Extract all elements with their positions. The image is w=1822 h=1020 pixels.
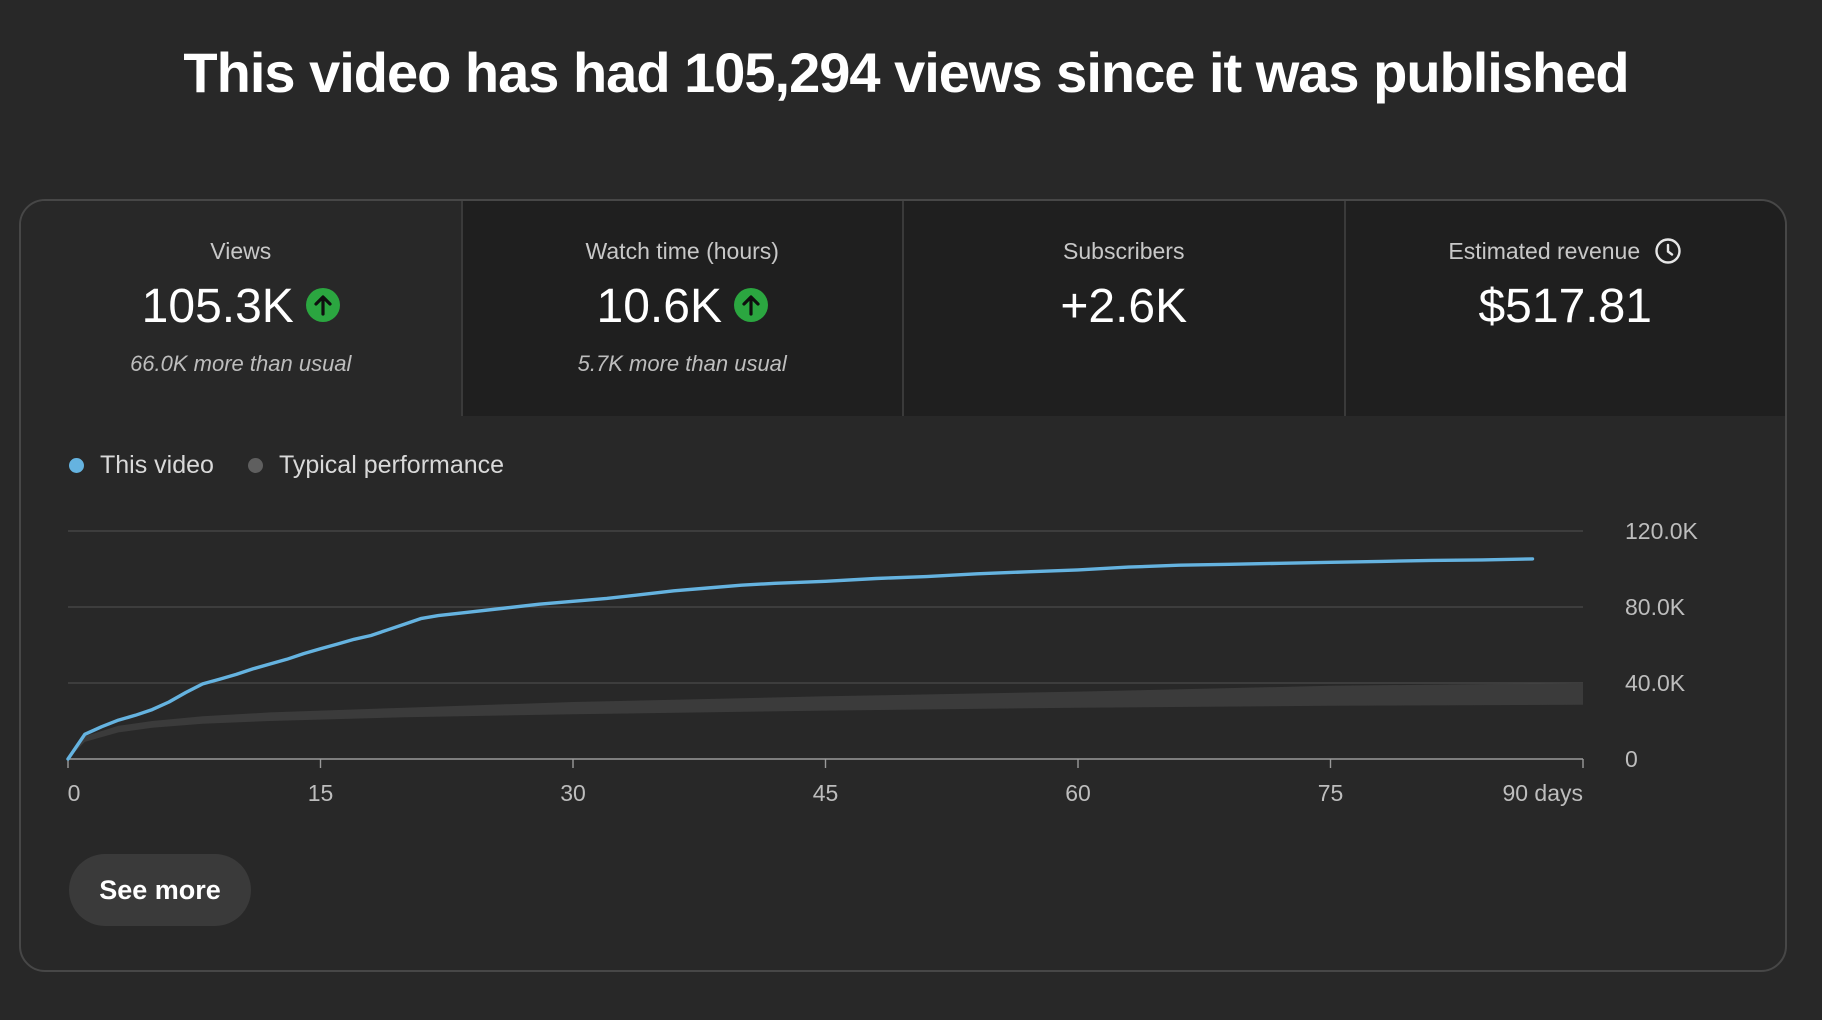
metric-label: Estimated revenue xyxy=(1448,238,1641,264)
clock-icon[interactable] xyxy=(1654,237,1682,265)
y-tick-label: 40.0K xyxy=(1625,670,1686,696)
legend-item-this-video: This video xyxy=(69,451,214,480)
page-headline: This video has had 105,294 views since i… xyxy=(183,41,1629,104)
this-video-line xyxy=(66,557,1535,761)
metric-value-wrap: 10.6K xyxy=(463,279,903,334)
metric-value: +2.6K xyxy=(1060,280,1188,333)
metrics-row: Views 105.3K 66.0K more than usual Watch… xyxy=(21,201,1785,416)
x-tick-label: 15 xyxy=(308,780,334,806)
legend-dot-icon xyxy=(247,458,263,473)
views-chart[interactable]: 0 40.0K 80.0K 120.0K 0 15 30 45 60 75 90 days xyxy=(21,491,1785,851)
arrow-up-icon xyxy=(733,288,768,323)
y-tick-label: 120.0K xyxy=(1625,518,1699,544)
typical-performance-band xyxy=(68,683,1583,759)
metric-value: 10.6K xyxy=(596,280,722,333)
metric-watch-time[interactable]: Watch time (hours) 10.6K 5.7K more than … xyxy=(462,201,904,416)
metric-comparison: 66.0K more than usual xyxy=(130,351,352,376)
metric-label-wrap: Estimated revenue xyxy=(1346,238,1786,267)
see-more-button[interactable]: See more xyxy=(69,854,251,926)
metric-value: $517.81 xyxy=(1478,280,1652,333)
metric-estimated-revenue[interactable]: Estimated revenue $517.81 xyxy=(1345,201,1786,416)
metric-label: Watch time (hours) xyxy=(585,238,779,264)
performance-card: Views 105.3K 66.0K more than usual Watch… xyxy=(19,199,1787,972)
metric-value-wrap: 105.3K xyxy=(21,279,461,334)
x-tick-label: 75 xyxy=(1318,780,1344,806)
arrow-up-icon xyxy=(305,288,340,323)
x-tick-label: 0 xyxy=(68,780,81,806)
legend-item-typical: Typical performance xyxy=(247,451,505,480)
metric-label: Subscribers xyxy=(1063,238,1185,264)
y-tick-label: 80.0K xyxy=(1625,594,1686,620)
metric-label: Views xyxy=(210,238,272,264)
legend-label: Typical performance xyxy=(278,451,505,479)
chart-legend: This video Typical performance xyxy=(69,451,538,480)
x-tick-label: 45 xyxy=(813,780,839,806)
x-tick-label: 60 xyxy=(1065,780,1091,806)
y-tick-label: 0 xyxy=(1625,746,1638,772)
metric-views[interactable]: Views 105.3K 66.0K more than usual xyxy=(21,201,463,416)
legend-label: This video xyxy=(100,451,214,479)
x-tick-label: 90 days xyxy=(1502,780,1583,806)
metric-value: 105.3K xyxy=(141,280,294,333)
legend-dot-icon xyxy=(69,458,84,473)
metric-comparison: 5.7K more than usual xyxy=(577,351,787,376)
x-tick-label: 30 xyxy=(560,780,586,806)
metric-subscribers[interactable]: Subscribers +2.6K xyxy=(904,201,1346,416)
